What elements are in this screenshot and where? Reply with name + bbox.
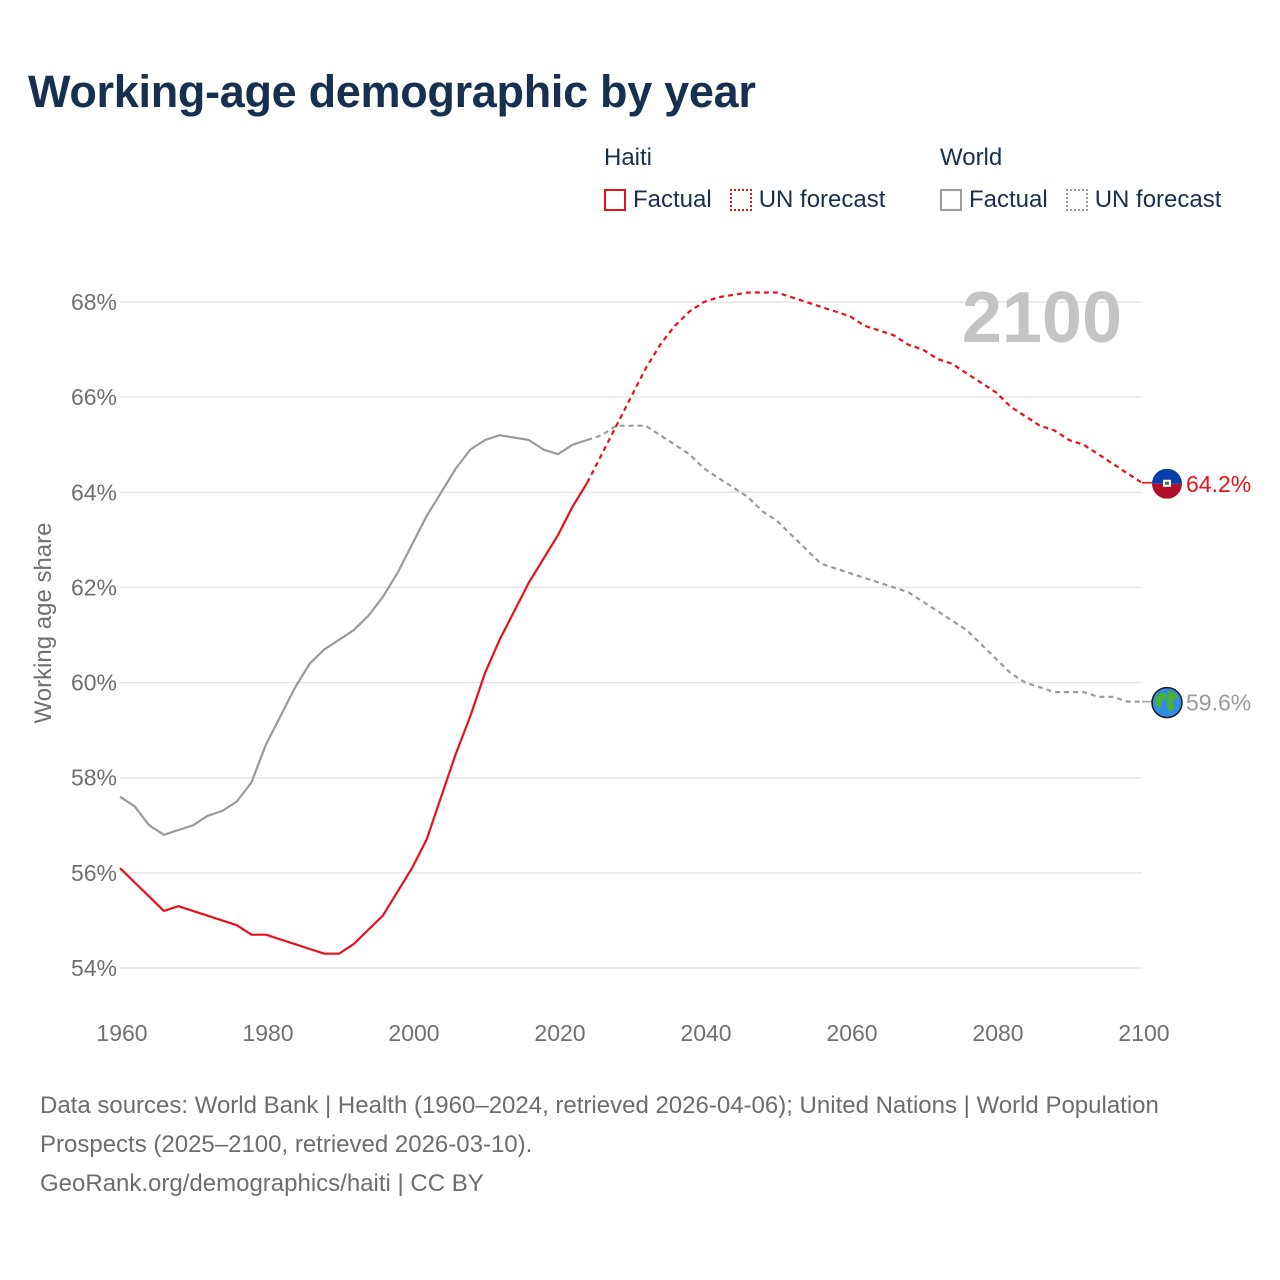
line-chart: 54% 56% 58% 60% 62% 64% 66% 68% 1960 1980 2000 202… <box>30 278 1251 1046</box>
x-tick-label: 2060 <box>826 1020 877 1046</box>
legend-label: Factual <box>969 186 1048 213</box>
haiti-flag-icon <box>1152 468 1182 499</box>
legend-group-haiti: Haiti Factual UN forecast <box>604 144 885 214</box>
world-end-value-label: 59.6% <box>1186 690 1251 716</box>
globe-icon <box>1151 686 1183 719</box>
x-tick-label: 2020 <box>534 1020 585 1046</box>
x-tick-label: 1960 <box>96 1020 147 1046</box>
legend-swatch-solid-red <box>604 189 626 211</box>
y-tick-label: 68% <box>71 289 117 315</box>
x-tick-label: 2000 <box>388 1020 439 1046</box>
data-sources: Data sources: World Bank | Health (1960–… <box>40 1092 1159 1158</box>
y-tick-label: 64% <box>71 479 117 505</box>
y-tick-label: 60% <box>71 670 117 696</box>
x-tick-label: 2100 <box>1118 1020 1169 1046</box>
legend-world-forecast[interactable]: UN forecast <box>1065 186 1222 214</box>
x-axis-ticks: 1960 1980 2000 2020 2040 2060 2080 2100 <box>96 1020 1169 1046</box>
series-lines <box>119 291 1143 955</box>
legend-group-name: Haiti <box>604 144 653 171</box>
legend-group-name: World <box>940 144 1003 171</box>
grid-lines <box>120 301 1142 969</box>
legend-swatch-dotted-red <box>729 189 752 211</box>
y-axis-ticks: 54% 56% 58% 60% 62% 64% 66% 68% <box>71 289 117 981</box>
y-tick-label: 58% <box>71 765 117 791</box>
haiti-factual-line[interactable] <box>119 482 589 955</box>
legend-label: Factual <box>633 186 712 213</box>
x-tick-label: 2040 <box>680 1020 731 1046</box>
world-factual-line[interactable] <box>119 434 588 836</box>
current-year-label: 2100 <box>962 278 1122 358</box>
legend-haiti-forecast[interactable]: UN forecast <box>729 186 886 214</box>
series-end-markers: 59.6% 64.2% <box>1142 468 1251 719</box>
legend-swatch-dotted-gray <box>1065 189 1088 211</box>
haiti-end-value-label: 64.2% <box>1186 471 1251 497</box>
legend-world-factual[interactable]: Factual <box>940 186 1048 214</box>
x-tick-label: 1980 <box>242 1020 293 1046</box>
legend-label: UN forecast <box>758 186 886 213</box>
y-axis-label: Working age share <box>30 523 57 724</box>
y-tick-label: 54% <box>71 955 117 981</box>
y-tick-label: 56% <box>71 860 117 886</box>
legend-label: UN forecast <box>1094 186 1222 213</box>
legend-haiti-factual[interactable]: Factual <box>604 186 712 214</box>
legend-swatch-solid-gray <box>940 189 962 211</box>
y-tick-label: 62% <box>71 574 117 600</box>
footer: Data sources: World Bank | Health (1960–… <box>40 1086 1220 1203</box>
chart-title: Working-age demographic by year <box>28 66 756 117</box>
source-link[interactable]: GeoRank.org/demographics/haiti | CC BY <box>40 1170 484 1197</box>
legend-group-world: World Factual UN forecast <box>940 144 1221 214</box>
y-tick-label: 66% <box>71 384 117 410</box>
x-tick-label: 2080 <box>972 1020 1023 1046</box>
world-forecast-line[interactable] <box>586 424 1142 703</box>
